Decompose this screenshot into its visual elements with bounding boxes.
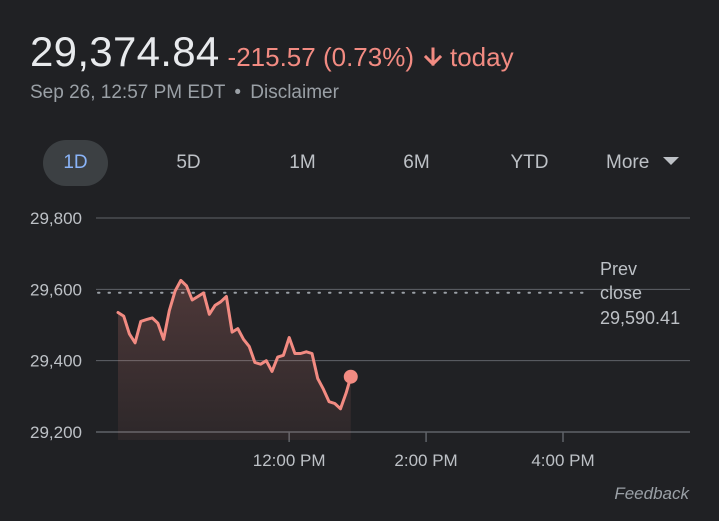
y-tick-label: 29,600 xyxy=(30,280,82,299)
price-row: 29,374.84 -215.57 (0.73%) today xyxy=(30,28,514,76)
y-tick-label: 29,400 xyxy=(30,352,82,371)
x-tick-label: 2:00 PM xyxy=(394,451,457,470)
current-price: 29,374.84 xyxy=(30,28,220,75)
meta-separator: • xyxy=(234,82,241,103)
quote-timestamp: Sep 26, 12:57 PM EDT xyxy=(30,82,226,103)
y-tick-label: 29,200 xyxy=(30,423,82,442)
prev-close-label-line2: close xyxy=(600,283,642,303)
tab-6m[interactable]: 6M xyxy=(403,152,430,173)
quote-meta: Sep 26, 12:57 PM EDT • Disclaimer xyxy=(30,82,514,104)
price-line xyxy=(116,278,353,411)
price-change: -215.57 (0.73%) xyxy=(227,42,414,72)
arrow-down-icon xyxy=(422,46,444,68)
y-tick-label: 29,800 xyxy=(30,209,82,228)
more-label: More xyxy=(606,152,650,173)
more-dropdown[interactable]: More xyxy=(606,140,680,186)
x-axis-labels: 12:00 PM 2:00 PM 4:00 PM xyxy=(253,451,595,470)
latest-price-point xyxy=(343,369,358,384)
y-axis-labels: 29,200 29,400 29,600 29,800 xyxy=(30,209,82,442)
quote-header: 29,374.84 -215.57 (0.73%) today Sep 26, … xyxy=(30,28,514,104)
tab-1m[interactable]: 1M xyxy=(289,152,316,173)
chevron-down-icon xyxy=(663,157,680,165)
feedback-link[interactable]: Feedback xyxy=(614,484,689,503)
period-label: today xyxy=(450,42,514,72)
tab-1d[interactable]: 1D xyxy=(43,140,108,186)
tab-5d[interactable]: 5D xyxy=(176,152,201,173)
prev-close-value: 29,590.41 xyxy=(600,308,680,328)
range-tabs: 1D 5D 1M 6M YTD More xyxy=(0,140,719,186)
x-tick-label: 4:00 PM xyxy=(531,451,594,470)
x-tick-label: 12:00 PM xyxy=(253,451,326,470)
price-area xyxy=(118,280,351,440)
tab-ytd[interactable]: YTD xyxy=(510,152,549,173)
prev-close-label-line1: Prev xyxy=(600,259,637,279)
disclaimer-link[interactable]: Disclaimer xyxy=(250,82,339,103)
